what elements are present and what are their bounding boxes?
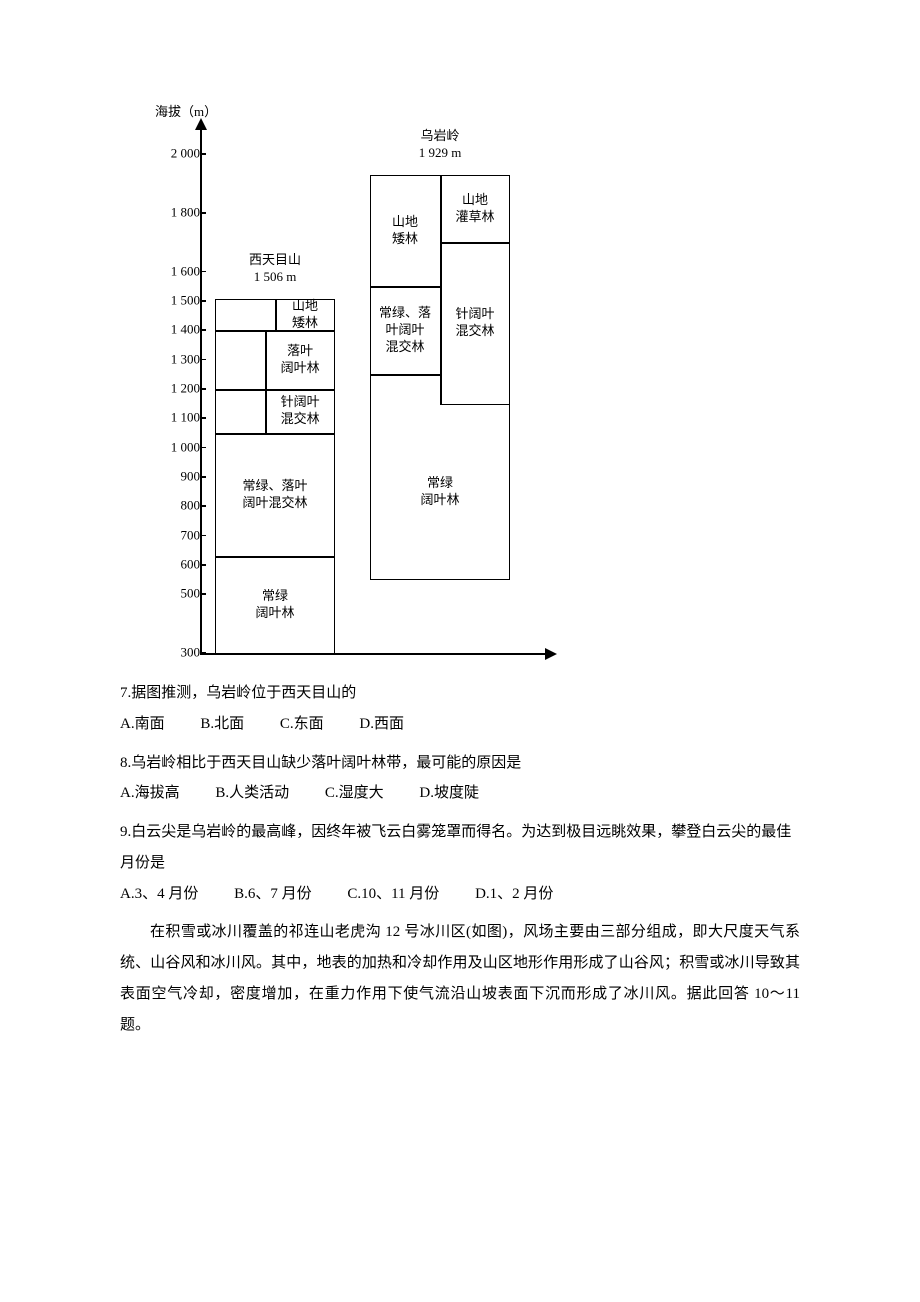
y-tick-label: 1 000 [150, 435, 200, 460]
option-b: B.人类活动 [215, 778, 289, 809]
y-tick-label: 1 300 [150, 347, 200, 372]
vegetation-chart: 海拔（m） 300 500 600 700 800 900 1 000 1 100 1 200 1… [140, 100, 560, 670]
band-label: 针阔叶混交林 [440, 242, 510, 403]
question-stem: 7.据图推测，乌岩岭位于西天目山的 [120, 678, 800, 709]
y-tick-label: 1 400 [150, 318, 200, 343]
option-d: D.坡度陡 [419, 778, 479, 809]
y-tick-label: 700 [150, 523, 200, 548]
y-tick-label: 1 200 [150, 377, 200, 402]
passage-text: 在积雪或冰川覆盖的祁连山老虎沟 12 号冰川区(如图)，风场主要由三部分组成，即… [120, 917, 800, 1040]
band-label: 常绿阔叶林 [215, 556, 335, 653]
question-8: 8.乌岩岭相比于西天目山缺少落叶阔叶林带，最可能的原因是 A.海拔高 B.人类活… [120, 748, 800, 810]
y-axis-label: 海拔（m） [155, 100, 217, 125]
option-b: B.6、7 月份 [234, 879, 312, 910]
question-9: 9.白云尖是乌岩岭的最高峰，因终年被飞云白雾笼罩而得名。为达到极目远眺效果，攀登… [120, 817, 800, 909]
mountain-title-west: 西天目山1 506 m [205, 252, 345, 286]
y-tick-label: 1 500 [150, 289, 200, 314]
x-axis [200, 653, 550, 655]
y-tick-label: 500 [150, 582, 200, 607]
option-d: D.1、2 月份 [475, 879, 553, 910]
y-tick-label: 1 100 [150, 406, 200, 431]
band-label: 山地灌草林 [440, 175, 510, 242]
y-tick-label: 900 [150, 465, 200, 490]
y-axis [200, 125, 202, 655]
option-b: B.北面 [200, 709, 244, 740]
y-tick-label: 2 000 [150, 142, 200, 167]
band-label: 山地矮林 [370, 175, 440, 286]
question-options: A.3、4 月份 B.6、7 月份 C.10、11 月份 D.1、2 月份 [120, 879, 800, 910]
band-label: 落叶阔叶林 [265, 330, 335, 389]
option-a: A.海拔高 [120, 778, 180, 809]
question-7: 7.据图推测，乌岩岭位于西天目山的 A.南面 B.北面 C.东面 D.西面 [120, 678, 800, 740]
mountain-title-east: 乌岩岭1 929 m [370, 128, 510, 162]
question-stem: 9.白云尖是乌岩岭的最高峰，因终年被飞云白雾笼罩而得名。为达到极目远眺效果，攀登… [120, 817, 800, 879]
band-label: 常绿、落叶阔叶混交林 [370, 286, 440, 374]
y-tick-label: 1 800 [150, 201, 200, 226]
option-a: A.南面 [120, 709, 165, 740]
question-stem: 8.乌岩岭相比于西天目山缺少落叶阔叶林带，最可能的原因是 [120, 748, 800, 779]
y-tick-label: 600 [150, 553, 200, 578]
option-c: C.东面 [280, 709, 324, 740]
question-options: A.海拔高 B.人类活动 C.湿度大 D.坡度陡 [120, 778, 800, 809]
y-axis-arrow-icon [195, 118, 207, 130]
y-tick-label: 300 [150, 641, 200, 666]
y-tick-label: 1 600 [150, 259, 200, 284]
y-tick-label: 800 [150, 494, 200, 519]
band-label: 常绿阔叶林 [370, 404, 510, 580]
option-c: C.10、11 月份 [347, 879, 439, 910]
option-a: A.3、4 月份 [120, 879, 198, 910]
option-c: C.湿度大 [325, 778, 384, 809]
band-label: 常绿、落叶阔叶混交林 [215, 433, 335, 556]
question-options: A.南面 B.北面 C.东面 D.西面 [120, 709, 800, 740]
x-axis-arrow-icon [545, 648, 557, 660]
band-label: 针阔叶混交林 [265, 389, 335, 433]
option-d: D.西面 [359, 709, 404, 740]
band-label: 山地矮林 [275, 299, 335, 330]
